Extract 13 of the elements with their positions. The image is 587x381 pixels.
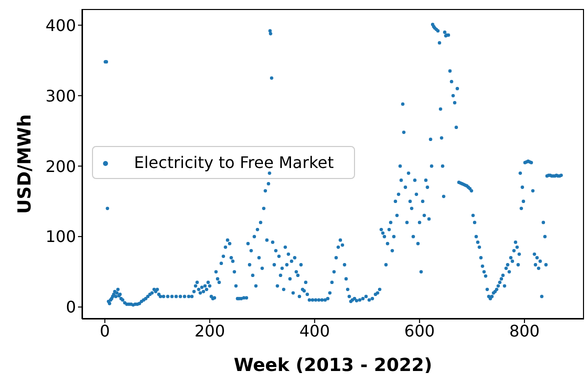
y-tick-label: 100 — [45, 227, 76, 246]
y-axis-title: USD/MWh — [14, 114, 36, 214]
x-tick-label: 600 — [404, 321, 435, 340]
y-tick-label: 0 — [66, 298, 76, 317]
x-tick-label: 400 — [299, 321, 330, 340]
y-tick-label: 300 — [45, 86, 76, 106]
x-tick-label: 200 — [194, 321, 226, 340]
legend-label: Electricity to Free Market — [134, 153, 334, 172]
x-tick-label: 0 — [100, 321, 110, 340]
x-tick-label: 800 — [509, 321, 540, 340]
y-tick-label: 400 — [45, 16, 76, 35]
y-tick-label: 200 — [45, 156, 76, 176]
x-axis-title: Week (2013 - 2022) — [234, 355, 432, 376]
